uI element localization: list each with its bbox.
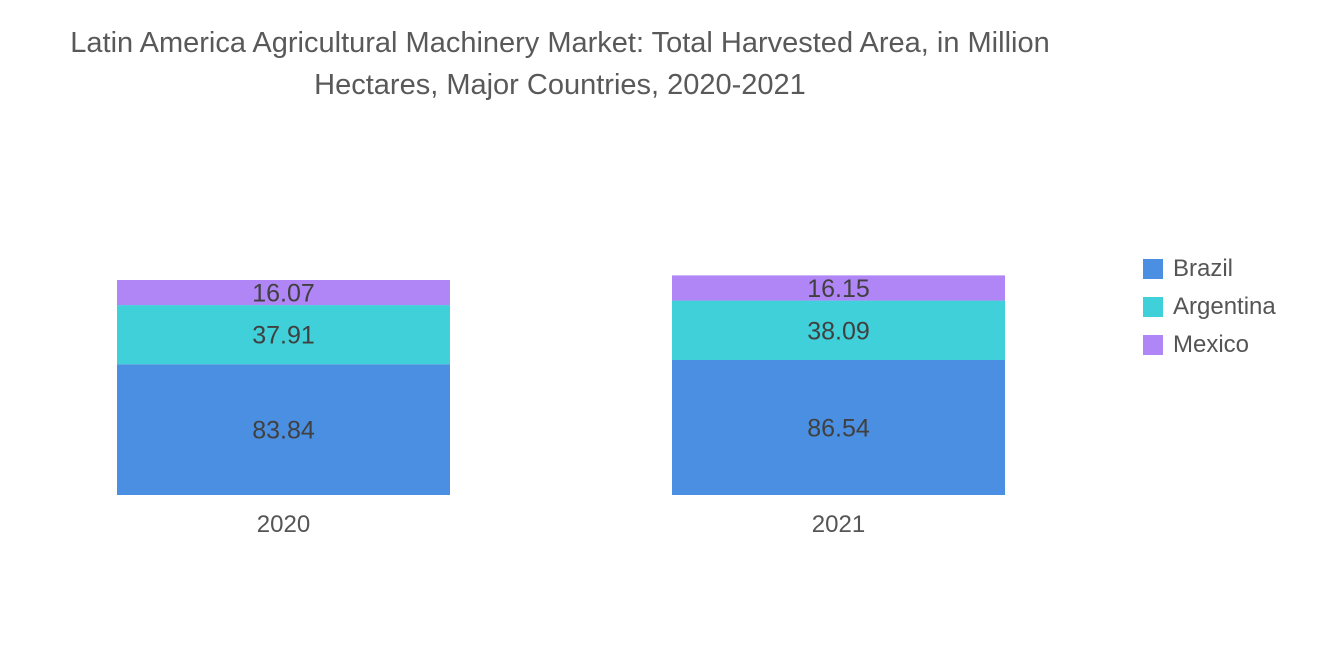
legend-label-argentina: Argentina <box>1173 293 1276 320</box>
data-label-brazil-2021: 86.54 <box>807 414 870 442</box>
legend-item-mexico[interactable]: Mexico <box>1143 326 1276 364</box>
bar-segment-mexico-2021 <box>672 275 1005 301</box>
data-label-brazil-2020: 83.84 <box>252 417 315 445</box>
x-tick-label-2020: 2020 <box>257 511 310 538</box>
chart-legend: Brazil Argentina Mexico <box>1143 250 1276 364</box>
chart-title: Latin America Agricultural Machinery Mar… <box>0 22 1120 106</box>
legend-swatch-mexico <box>1143 335 1163 355</box>
x-tick-label-2021: 2021 <box>812 511 865 538</box>
legend-swatch-argentina <box>1143 297 1163 317</box>
bar-segment-argentina-2021 <box>672 300 1005 360</box>
bar-segment-mexico-2020 <box>117 280 450 306</box>
data-label-mexico-2020: 16.07 <box>252 280 315 308</box>
legend-swatch-brazil <box>1143 259 1163 279</box>
legend-label-brazil: Brazil <box>1173 255 1234 282</box>
legend-item-brazil[interactable]: Brazil <box>1143 250 1276 288</box>
legend-label-mexico: Mexico <box>1173 331 1250 358</box>
bar-segment-argentina-2020 <box>117 305 450 365</box>
legend-item-argentina[interactable]: Argentina <box>1143 288 1276 326</box>
bar-segment-brazil-2020 <box>117 364 450 495</box>
chart-title-line-2: Hectares, Major Countries, 2020-2021 <box>314 69 806 101</box>
data-label-argentina-2020: 37.91 <box>252 322 315 350</box>
data-label-argentina-2021: 38.09 <box>807 317 870 345</box>
chart-title-line-1: Latin America Agricultural Machinery Mar… <box>70 27 1050 59</box>
data-label-mexico-2021: 16.15 <box>807 275 870 303</box>
bar-segment-brazil-2021 <box>672 359 1005 495</box>
